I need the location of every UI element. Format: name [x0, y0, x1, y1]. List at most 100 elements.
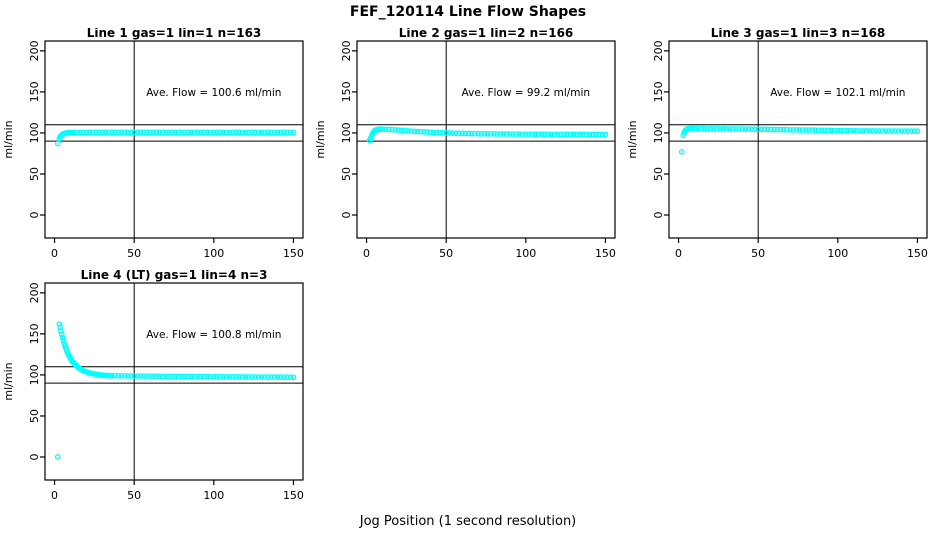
data-point [201, 373, 208, 380]
data-point [160, 129, 166, 136]
y-tick-label: 50 [28, 409, 41, 423]
data-point [160, 373, 166, 380]
data-point [723, 126, 730, 132]
data-point [188, 373, 195, 380]
data-point [214, 373, 220, 380]
data-point [478, 130, 485, 137]
data-point [796, 127, 803, 133]
data-point [857, 127, 863, 134]
x-tick-label: 150 [907, 247, 928, 260]
data-point [210, 373, 217, 380]
data-point [140, 373, 147, 379]
data-point [742, 126, 749, 133]
y-tick-label: 50 [652, 167, 665, 181]
y-tick-label: 0 [340, 212, 353, 219]
data-point [462, 130, 469, 137]
data-point [277, 129, 284, 136]
data-point [281, 129, 287, 136]
data-point [430, 129, 437, 136]
data-point [564, 131, 571, 138]
data-point [771, 126, 777, 133]
data-point [774, 126, 781, 133]
y-tick-label: 50 [28, 167, 41, 181]
data-point [86, 129, 93, 136]
data-point [484, 130, 491, 137]
data-point [261, 129, 268, 136]
ave-flow-annotation: Ave. Flow = 100.8 ml/min [146, 329, 281, 341]
data-point [892, 128, 898, 134]
data-point [124, 129, 131, 136]
data-point [56, 321, 63, 327]
data-point [112, 129, 118, 136]
data-point [249, 129, 255, 136]
subplot-line-3: Line 3 gas=1 lin=3 n=168 0 50 100 150 0 50 100 1… [624, 26, 936, 270]
plot-box [356, 40, 616, 239]
data-point [452, 130, 459, 137]
subplot-title: Line 2 gas=1 lin=2 n=166 [399, 28, 574, 40]
y-tick-label: 150 [28, 81, 41, 102]
plot-box [44, 40, 304, 239]
data-point [115, 129, 122, 136]
x-tick-label: 100 [203, 247, 224, 260]
data-point [58, 331, 65, 338]
data-point [281, 374, 287, 381]
y-tick-label: 200 [28, 40, 41, 61]
data-point [752, 126, 758, 133]
data-point [841, 127, 848, 134]
data-point [414, 128, 421, 135]
data-point [163, 129, 169, 136]
data-point [166, 129, 173, 136]
data-point [427, 129, 434, 136]
data-point [207, 129, 214, 136]
data-point [408, 128, 414, 134]
data-point [876, 128, 883, 134]
data-point [233, 129, 239, 136]
data-point [147, 129, 153, 136]
x-tick-label: 150 [283, 247, 304, 260]
data-point [274, 129, 281, 136]
data-point [701, 125, 707, 132]
data-point [382, 126, 389, 133]
data-point [191, 129, 198, 136]
data-point [885, 128, 892, 134]
data-point [105, 129, 112, 136]
data-point [175, 129, 182, 136]
data-point [223, 373, 230, 380]
data-point [895, 128, 902, 134]
data-point [150, 373, 157, 380]
data-point [271, 374, 278, 380]
data-point [551, 131, 558, 138]
figure-title: FEF_120114 Line Flow Shapes [349, 4, 587, 20]
data-point [577, 131, 583, 138]
data-point [739, 126, 746, 132]
data-point [166, 373, 173, 380]
y-tick-label: 0 [28, 212, 41, 219]
data-point [150, 129, 157, 136]
data-point [713, 125, 720, 132]
data-point [443, 130, 450, 136]
data-point [459, 130, 465, 137]
data-point [246, 374, 252, 380]
data-point [379, 126, 386, 133]
data-point [255, 129, 262, 136]
data-point [491, 131, 497, 137]
data-point [163, 373, 169, 380]
data-point [911, 128, 918, 134]
data-point [729, 126, 736, 132]
x-tick-label: 100 [515, 247, 536, 260]
data-point [172, 129, 179, 136]
data-point [59, 334, 66, 341]
subplot-title: Line 1 gas=1 lin=1 n=163 [87, 28, 262, 40]
data-point [446, 130, 453, 136]
y-tick-label: 150 [340, 81, 353, 102]
data-point [901, 128, 908, 134]
data-point [115, 372, 122, 379]
data-point [156, 129, 163, 136]
data-point [758, 126, 765, 133]
data-point [182, 373, 188, 380]
data-point [287, 129, 294, 136]
data-point [465, 130, 472, 137]
data-point [698, 125, 704, 132]
y-tick-label: 150 [28, 323, 41, 344]
data-point [153, 373, 160, 380]
